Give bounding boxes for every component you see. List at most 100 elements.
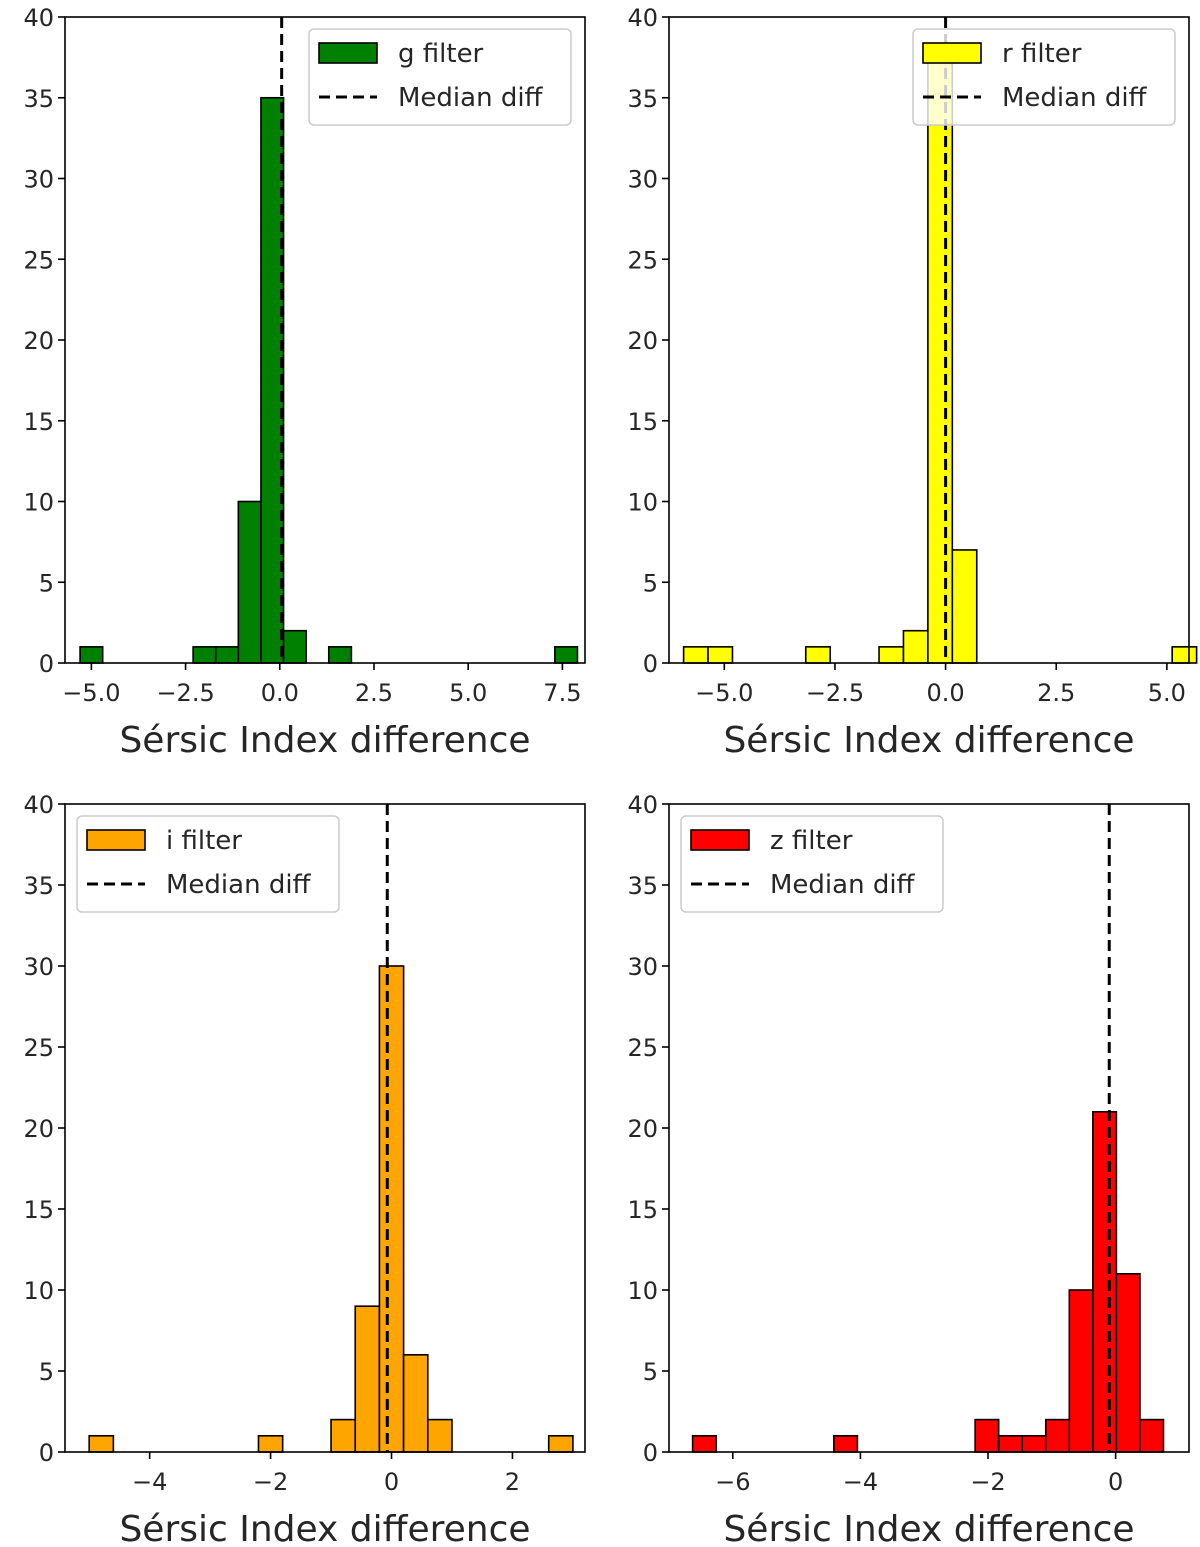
x-tick-label: 2.5	[355, 679, 393, 707]
y-tick-label: 40	[627, 4, 658, 32]
legend-label-filter: r filter	[1002, 39, 1082, 69]
histogram-bar	[974, 1418, 1000, 1453]
x-tick-label: −2.5	[806, 679, 864, 707]
y-tick-label: 30	[23, 166, 54, 194]
y-tick-label: 0	[643, 1439, 658, 1467]
histogram-bar	[902, 629, 929, 664]
histogram-bar	[878, 646, 905, 664]
x-tick-label: −5.0	[62, 679, 120, 707]
y-tick-label: 25	[627, 1034, 658, 1062]
legend: g filter Median diff	[308, 28, 572, 126]
x-tick-label: 2	[505, 1468, 520, 1496]
y-tick-label: 15	[23, 408, 54, 436]
x-axis-label: Sérsic Index difference	[119, 720, 530, 761]
y-tick-label: 25	[23, 1034, 54, 1062]
histogram-bar	[927, 48, 954, 664]
x-tick-label: 2.5	[1037, 679, 1075, 707]
y-tick-label: 5	[643, 1358, 658, 1386]
histogram-bar	[354, 1305, 381, 1453]
histogram-bar	[951, 549, 978, 664]
y-tick-label: 0	[643, 650, 658, 678]
y-tick-label: 40	[23, 791, 54, 819]
x-axis-label: Sérsic Index difference	[723, 720, 1134, 761]
y-tick-label: 15	[627, 408, 658, 436]
histogram-bar	[282, 629, 307, 664]
legend-swatch	[922, 42, 982, 64]
y-tick-label: 5	[39, 1358, 54, 1386]
histogram-bar	[1171, 646, 1198, 664]
histogram-bar	[1115, 1273, 1141, 1453]
x-tick-label: 5.0	[1148, 679, 1186, 707]
x-axis-label: Sérsic Index difference	[119, 1509, 530, 1547]
x-tick-label: −5.0	[695, 679, 753, 707]
y-tick-label: 15	[627, 1196, 658, 1224]
legend-label-filter: z filter	[770, 826, 853, 856]
y-tick-label: 40	[627, 791, 658, 819]
x-tick-label: −2	[253, 1468, 288, 1496]
legend: r filter Median diff	[912, 28, 1176, 126]
y-tick-label: 10	[23, 1277, 54, 1305]
x-tick-label: −4	[132, 1468, 167, 1496]
histogram-bar	[1092, 1111, 1118, 1453]
y-tick-label: 20	[23, 327, 54, 355]
y-tick-label: 15	[23, 1196, 54, 1224]
y-tick-label: 5	[643, 569, 658, 597]
x-axis-label: Sérsic Index difference	[723, 1509, 1134, 1547]
histogram-bar	[237, 500, 262, 664]
histogram-bar	[554, 646, 579, 664]
y-tick-label: 35	[23, 872, 54, 900]
legend-label-median: Median diff	[770, 870, 916, 900]
y-tick-label: 40	[23, 4, 54, 32]
y-tick-label: 25	[627, 246, 658, 274]
x-tick-label: 5.0	[449, 679, 487, 707]
legend-label-median: Median diff	[166, 870, 312, 900]
legend-swatch	[690, 829, 750, 851]
legend-label-filter: g filter	[398, 39, 484, 69]
histogram-bar	[1021, 1435, 1047, 1453]
x-tick-label: 0.0	[927, 679, 965, 707]
x-tick-label: −6	[715, 1468, 750, 1496]
y-tick-label: 20	[23, 1115, 54, 1143]
y-tick-label: 5	[39, 569, 54, 597]
histogram-bar	[1044, 1418, 1071, 1453]
legend-label-filter: i filter	[166, 826, 242, 856]
x-tick-label: 0	[384, 1468, 399, 1496]
x-tick-label: 7.5	[543, 679, 581, 707]
histogram-bar	[707, 646, 734, 664]
histogram-panel-r-filter: 0 5 10 15 20 25 30 35 40 −5.0 −2.5 0.0 2.5 5.0 Sérsic …	[627, 4, 1198, 761]
legend-label-median: Median diff	[398, 83, 544, 113]
y-tick-label: 20	[627, 327, 658, 355]
y-tick-label: 10	[23, 489, 54, 517]
histogram-bar	[691, 1435, 717, 1453]
histogram-bar	[79, 646, 104, 664]
histogram-bar	[426, 1418, 453, 1453]
histogram-bar	[547, 1435, 574, 1453]
y-tick-label: 10	[627, 1277, 658, 1305]
histogram-bar	[833, 1435, 859, 1453]
histogram-bar	[257, 1435, 284, 1453]
y-tick-label: 10	[627, 489, 658, 517]
histogram-bar	[1068, 1289, 1094, 1453]
y-tick-label: 35	[627, 85, 658, 113]
y-tick-label: 35	[23, 85, 54, 113]
legend-label-median: Median diff	[1002, 83, 1148, 113]
histogram-bar	[682, 646, 709, 664]
histogram-panel-i-filter: 0 5 10 15 20 25 30 35 40 −4 −2 0 2 Sérsic Index diffe…	[23, 791, 586, 1547]
x-tick-label: 0	[1108, 1468, 1123, 1496]
y-tick-label: 0	[39, 650, 54, 678]
legend: z filter Median diff	[680, 815, 944, 913]
histogram-bar	[804, 646, 831, 664]
histogram-panel-g-filter: 0 5 10 15 20 25 30 35 40 −5.0 −2.5 0.0 2.5 5.0 7.5 Sérs…	[23, 4, 586, 761]
x-tick-label: 0.0	[261, 679, 299, 707]
histogram-bar	[327, 646, 353, 664]
legend: i filter Median diff	[76, 815, 340, 913]
histogram-panel-z-filter: 0 5 10 15 20 25 30 35 40 −6 −4 −2 0 Sérsic Index diff…	[627, 791, 1190, 1547]
y-tick-label: 30	[23, 953, 54, 981]
x-tick-label: −2.5	[156, 679, 214, 707]
x-tick-label: −4	[843, 1468, 878, 1496]
y-tick-label: 20	[627, 1115, 658, 1143]
histogram-bar	[378, 965, 405, 1453]
y-tick-label: 25	[23, 246, 54, 274]
histogram-bar	[192, 646, 217, 664]
